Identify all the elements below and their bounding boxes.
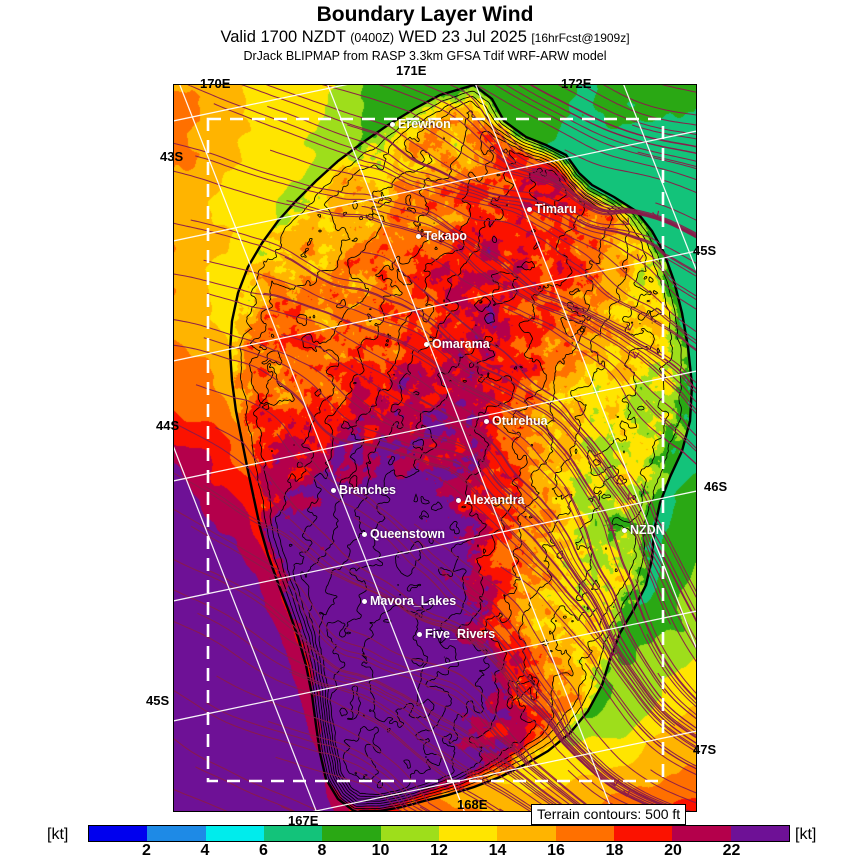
colorbar-tick-label: 14: [488, 842, 507, 859]
colorbar-tick-label: 6: [259, 842, 268, 859]
lat-label-46s: 46S: [704, 479, 728, 494]
colorbar-swatch[interactable]: [438, 826, 498, 841]
colorbar-swatch[interactable]: [555, 826, 614, 841]
colorbar-swatch[interactable]: [147, 826, 206, 841]
colorbar-tick-label: 8: [317, 842, 327, 859]
wind-field-plot: [174, 85, 696, 811]
lon-label-171e: 171E: [396, 63, 427, 78]
colorbar-tick-label: 20: [664, 842, 682, 859]
colorbar-row: [kt] [kt] 2 4 6 8 10 12 14 16 18 20 22: [0, 822, 850, 860]
lon-label-168e: 168E: [457, 797, 488, 812]
page-title: Boundary Layer Wind: [316, 3, 534, 26]
colorbar-swatch[interactable]: [730, 826, 789, 841]
lon-label-167e: 167E: [288, 813, 319, 828]
valid-time: Valid 1700 NZDT: [220, 28, 346, 46]
lon-label-170e: 170E: [200, 76, 231, 91]
colorbar-swatch[interactable]: [672, 826, 731, 841]
zulu-time: (0400Z): [350, 31, 395, 45]
colorbar-swatch[interactable]: [205, 826, 264, 841]
colorbar-ticks: 2 4 6 8 10 12 14 16 18 20 22: [88, 842, 790, 862]
title-block: Boundary Layer Wind Valid 1700 NZDT (040…: [0, 0, 850, 64]
colorbar-swatch[interactable]: [380, 826, 439, 841]
colorbar-swatch[interactable]: [89, 826, 148, 841]
colorbar-tick-label: 10: [371, 842, 390, 859]
validity-line: Valid 1700 NZDT (0400Z) WED 23 Jul 2025 …: [0, 27, 850, 48]
valid-date: WED 23 Jul 2025: [398, 28, 527, 46]
colorbar-swatch[interactable]: [497, 826, 556, 841]
colorbar-tick-label: 18: [605, 842, 624, 859]
colorbar-swatch[interactable]: [322, 826, 381, 841]
colorbar-unit-left: [kt]: [47, 826, 69, 843]
graticule: [174, 85, 696, 811]
wind-map[interactable]: [173, 84, 697, 812]
terrain-contour-legend: Terrain contours: 500 ft: [531, 804, 687, 825]
colorbar-swatch[interactable]: [263, 826, 323, 841]
lat-label-44s: 44S: [156, 418, 180, 433]
lat-label-45s-left: 45S: [146, 693, 170, 708]
lat-label-47s: 47S: [693, 742, 717, 757]
colorbar[interactable]: [88, 825, 790, 842]
colorbar-tick-label: 16: [547, 842, 565, 859]
colorbar-tick-label: 4: [200, 842, 210, 859]
colorbar-swatch[interactable]: [613, 826, 673, 841]
colorbar-unit-right: [kt]: [795, 826, 817, 843]
wind-streamlines: [174, 85, 696, 811]
forecast-stamp: [16hrFcst@1909z]: [531, 31, 630, 45]
model-source-line: DrJack BLIPMAP from RASP 3.3km GFSA Tdif…: [243, 49, 607, 63]
forecast-domain-box: [206, 117, 665, 783]
colorbar-tick-label: 12: [430, 842, 448, 859]
colorbar-tick-label: 22: [722, 842, 741, 859]
colorbar-tick-label: 2: [142, 842, 151, 859]
lat-label-45s-right: 45S: [693, 243, 717, 258]
map-frame: [173, 84, 697, 812]
lon-label-172e: 172E: [561, 76, 592, 91]
lat-label-43s: 43S: [160, 149, 184, 164]
